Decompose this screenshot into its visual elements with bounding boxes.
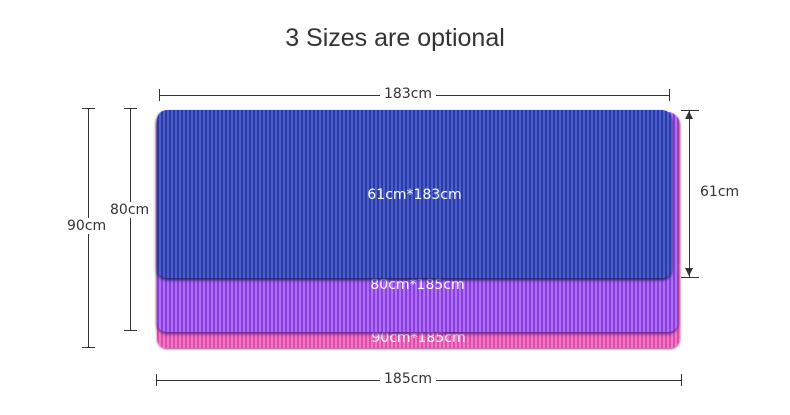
dimension-label: 185cm [380, 371, 437, 387]
mat-61x183: 61cm*183cm [157, 110, 672, 278]
dimension-label: 90cm [63, 218, 111, 234]
dimension-label: 61cm [696, 184, 744, 200]
dimension-label: 183cm [380, 86, 437, 102]
mat-label: 61cm*183cm [367, 187, 462, 203]
arrow-up-icon [685, 111, 693, 119]
arrow-down-icon [685, 268, 693, 276]
mat-label: 80cm*185cm [370, 277, 465, 293]
mat-label: 90cm*185cm [371, 330, 466, 346]
dimension-label: 80cm [106, 202, 154, 218]
page-title: 3 Sizes are optional [285, 24, 505, 52]
